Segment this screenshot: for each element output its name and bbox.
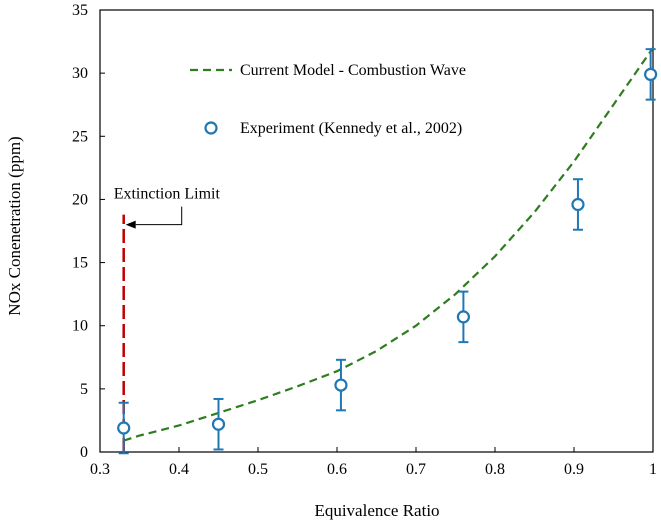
extinction-limit-label: Extinction Limit (114, 186, 221, 203)
x-tick-label: 0.4 (169, 461, 189, 478)
model-curve (123, 47, 654, 442)
y-tick-label: 20 (72, 191, 88, 208)
y-tick-label: 35 (72, 2, 88, 19)
extinction-arrow-line (135, 206, 183, 226)
experiment-point (456, 310, 470, 324)
x-axis-label: Equivalence Ratio (314, 501, 439, 520)
x-tick-label: 0.6 (327, 461, 347, 478)
legend: Current Model - Combustion Wave Experimen… (190, 62, 466, 137)
experiment-point (644, 67, 658, 82)
plot-frame (99, 9, 654, 453)
x-tick-label: 0.8 (485, 461, 505, 478)
model-series (123, 47, 654, 442)
y-tick-label: 25 (72, 128, 88, 145)
experiment-point (334, 378, 348, 392)
experiment-point (211, 417, 226, 431)
legend-model-label: Current Model - Combustion Wave (240, 62, 466, 79)
y-tick-label: 10 (72, 318, 88, 335)
y-axis-label: NOx Conenetration (ppm) (5, 136, 24, 315)
x-tick-label: 0.3 (90, 461, 110, 478)
x-tick-label: 0.5 (248, 461, 268, 478)
experiment-point (571, 197, 585, 212)
y-tick-label: 5 (80, 381, 88, 398)
experiment-series (117, 48, 658, 455)
extinction-annotation: Extinction Limit (114, 186, 221, 452)
x-tick-label: 1 (649, 461, 657, 478)
experiment-point (117, 421, 131, 435)
y-tick-label: 0 (80, 444, 88, 461)
x-tick-label: 0.9 (564, 461, 584, 478)
legend-experiment-swatch (204, 121, 218, 135)
legend-experiment-label: Experiment (Kennedy et al., 2002) (240, 120, 462, 137)
y-tick-label: 15 (72, 255, 88, 272)
y-tick-label: 30 (72, 65, 88, 82)
extinction-arrow-head (125, 220, 136, 229)
x-tick-label: 0.7 (406, 461, 426, 478)
